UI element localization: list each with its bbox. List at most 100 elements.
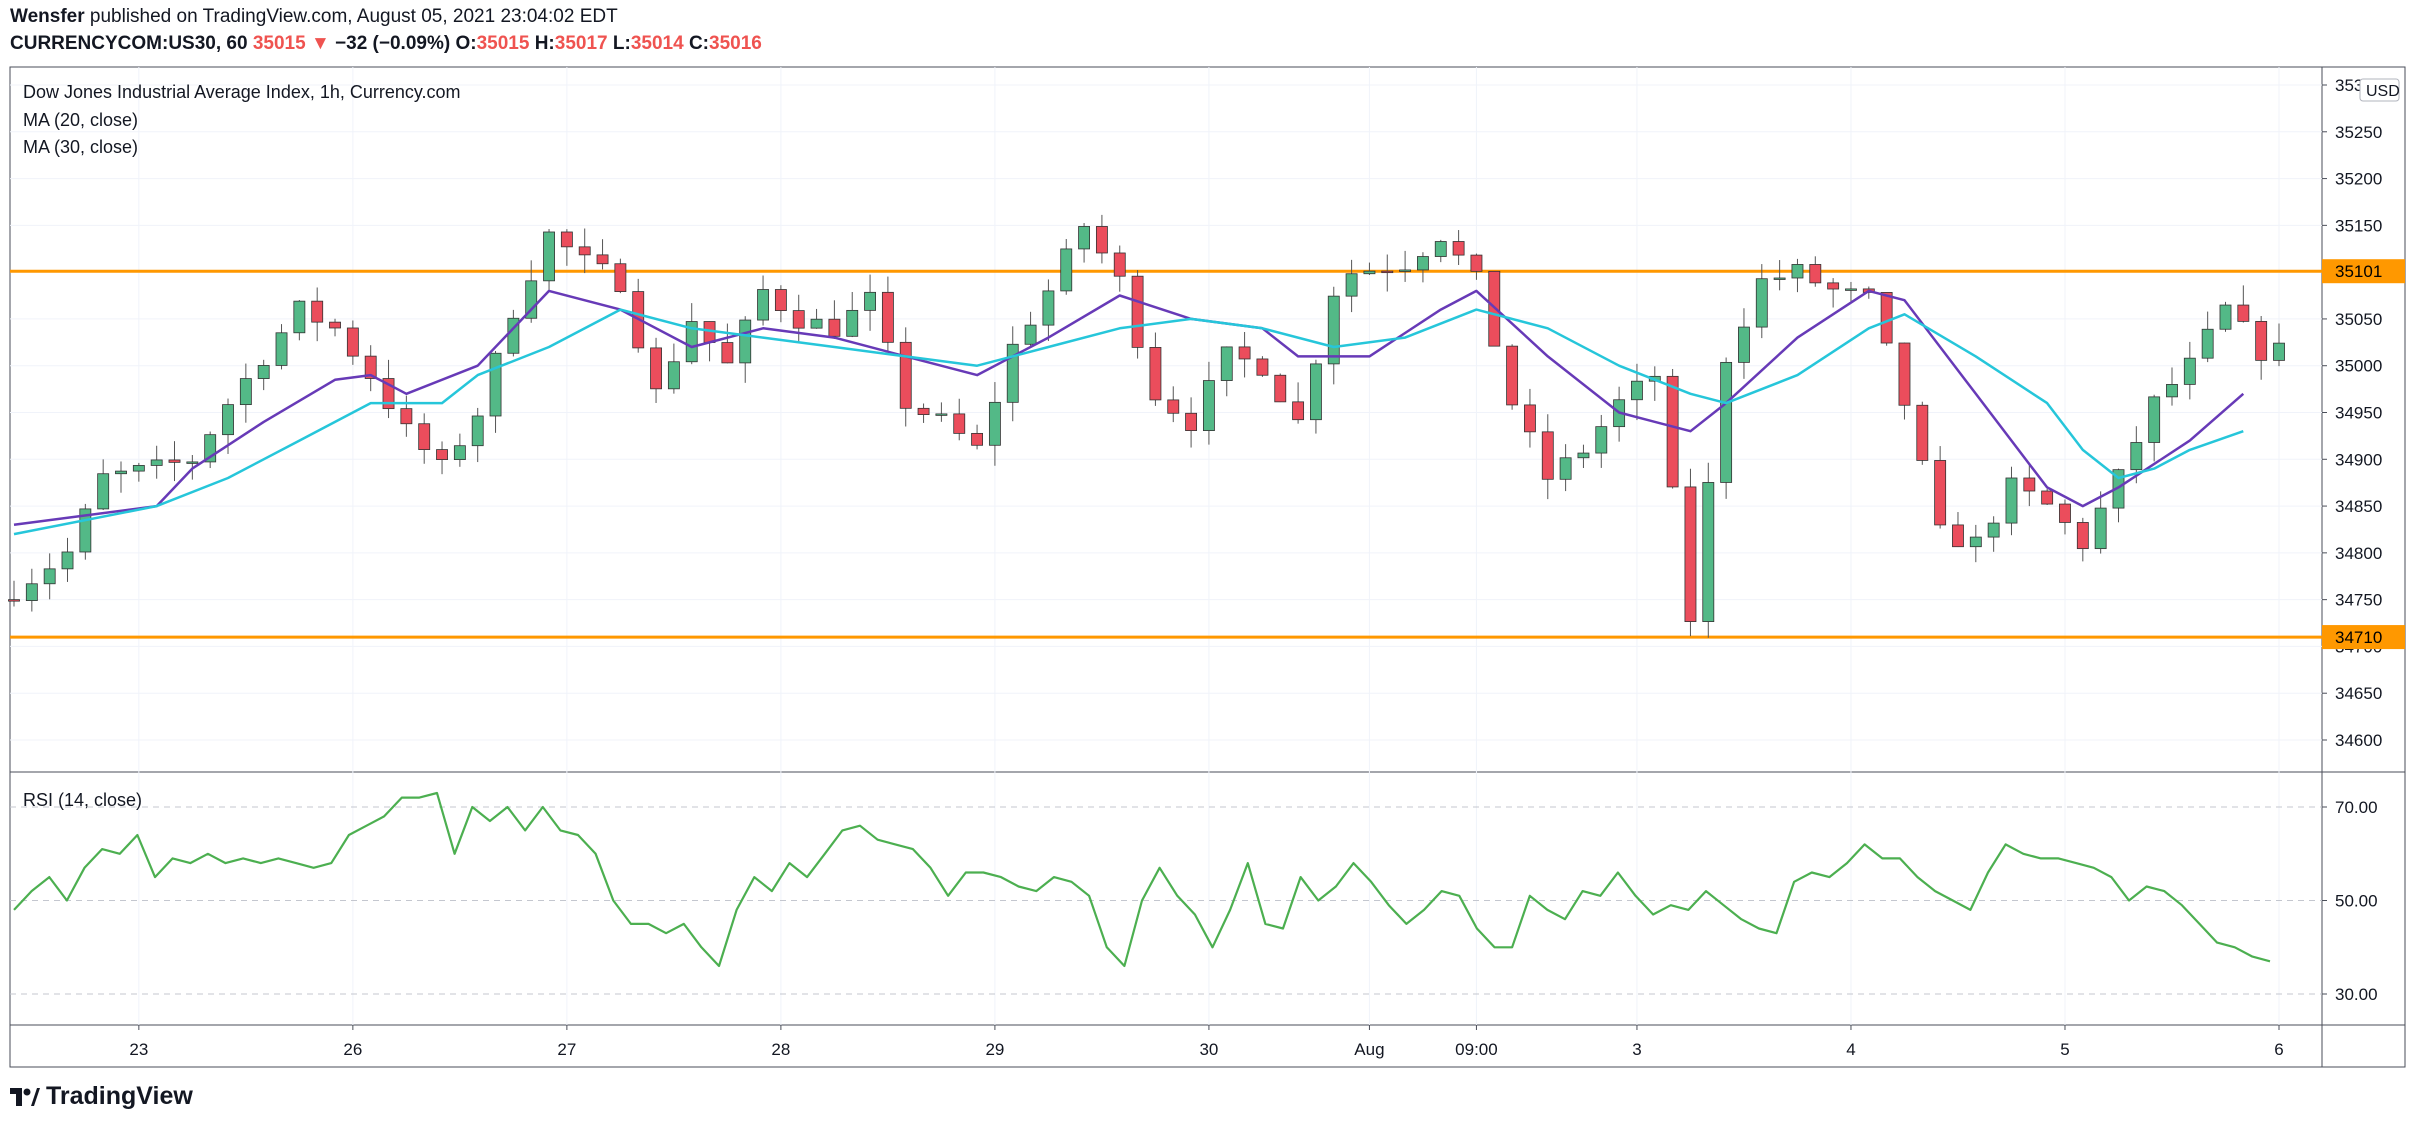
rsi-legend[interactable]: RSI (14, close) [23,790,143,810]
candle[interactable] [1684,468,1697,637]
candle[interactable] [43,553,56,600]
candle[interactable] [2183,341,2196,400]
candle[interactable] [25,568,38,612]
candle[interactable] [971,424,983,450]
candle[interactable] [239,363,252,423]
candle[interactable] [2023,463,2036,507]
candle[interactable] [471,407,484,463]
candle[interactable] [1506,344,1519,410]
candle[interactable] [1274,373,1287,403]
candle[interactable] [2076,517,2089,562]
candle[interactable] [311,287,324,342]
candle[interactable] [560,229,573,266]
candle[interactable] [1167,386,1180,423]
candle[interactable] [1952,512,1964,548]
candle[interactable] [881,276,894,351]
candle[interactable] [1987,516,2000,552]
candle[interactable] [685,303,698,365]
currency-badge[interactable]: USD [2359,78,2400,102]
rsi-line[interactable] [13,791,2271,968]
candle[interactable] [1131,270,1144,359]
candle[interactable] [525,260,538,323]
ma20-legend[interactable]: MA (20, close) [23,110,139,130]
candle[interactable] [1791,258,1804,293]
candle[interactable] [2201,311,2214,363]
candle[interactable] [346,320,359,365]
candle[interactable] [1434,239,1447,263]
candle[interactable] [1095,214,1108,264]
candle[interactable] [2005,466,2018,536]
candle[interactable] [1666,368,1679,489]
candle[interactable] [2219,301,2232,332]
author-name[interactable]: Wensfer [10,6,85,27]
candle[interactable] [1524,388,1536,448]
candle[interactable] [2041,488,2054,505]
candle[interactable] [257,359,270,391]
candle[interactable] [168,441,181,482]
candle[interactable] [596,239,609,270]
candle[interactable] [204,431,217,469]
candle[interactable] [453,433,466,467]
candle[interactable] [400,395,413,437]
candle[interactable] [917,403,930,423]
candle[interactable] [418,413,431,464]
candle[interactable] [1078,223,1091,263]
candle[interactable] [1827,278,1840,308]
candle[interactable] [1292,382,1305,424]
candle[interactable] [1559,444,1572,492]
candle[interactable] [1934,446,1947,529]
candle[interactable] [899,327,912,427]
candle[interactable] [2237,285,2250,323]
candle[interactable] [667,343,680,394]
candle[interactable] [1738,308,1750,379]
candle[interactable] [1042,279,1055,341]
candle[interactable] [61,537,74,582]
candle[interactable] [2166,367,2178,406]
candle[interactable] [1809,256,1822,287]
chart-title-legend[interactable]: Dow Jones Industrial Average Index, 1h, … [23,82,461,102]
candle[interactable] [79,503,92,560]
candle[interactable] [97,459,110,511]
candle[interactable] [1648,366,1661,401]
candle[interactable] [1969,524,1982,563]
candle[interactable] [1363,262,1376,275]
candle[interactable] [2255,315,2268,380]
candle[interactable] [1595,414,1608,468]
candle[interactable] [1202,361,1215,445]
candle[interactable] [721,323,734,364]
tradingview-logo[interactable]: TradingView [10,1082,193,1111]
candle[interactable] [1238,332,1251,378]
candle[interactable] [2094,491,2107,554]
candle[interactable] [1024,311,1037,348]
candle[interactable] [988,382,1001,466]
candle[interactable] [1773,260,1786,291]
candle[interactable] [364,345,377,392]
candle[interactable] [578,228,591,274]
candle[interactable] [1185,397,1198,448]
ma30-legend[interactable]: MA (30, close) [23,137,139,157]
candle[interactable] [1310,359,1322,434]
candle[interactable] [1720,357,1733,499]
candle[interactable] [1417,252,1429,283]
candle[interactable] [8,580,20,607]
candle[interactable] [1149,332,1162,406]
candle[interactable] [1916,401,1929,465]
candle[interactable] [792,294,805,343]
candle[interactable] [1470,253,1483,280]
candle[interactable] [953,398,966,441]
candle[interactable] [739,316,752,383]
candle[interactable] [132,462,145,482]
candle[interactable] [293,300,306,341]
candle[interactable] [2148,394,2161,462]
candle[interactable] [1256,356,1269,377]
candle[interactable] [1577,444,1590,468]
candle[interactable] [774,285,787,323]
candle[interactable] [1898,342,1911,420]
symbol-name[interactable]: CURRENCYCOM:US30, 60 [10,33,248,54]
candle[interactable] [275,324,288,370]
candle[interactable] [1399,250,1412,282]
candle[interactable] [935,402,948,422]
candle[interactable] [1381,254,1394,292]
candle[interactable] [1541,414,1554,500]
